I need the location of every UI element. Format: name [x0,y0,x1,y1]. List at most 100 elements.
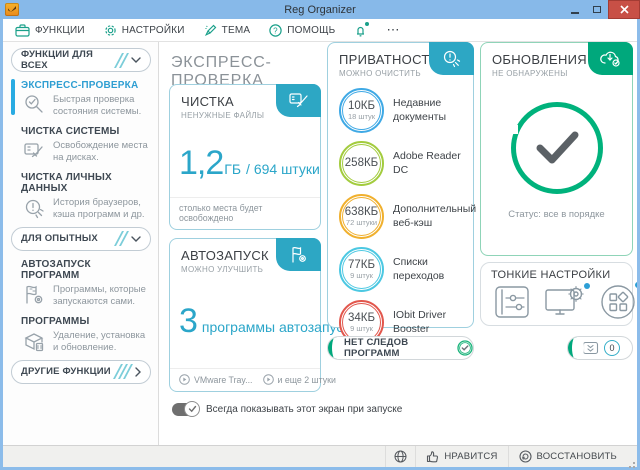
autorun-count-label: программы автозапуска [201,319,358,335]
menu-functions-label: ФУНКЦИИ [35,24,85,36]
autorun-count-value: 3 [179,302,198,340]
programs-box-icon [21,329,47,354]
settings-sliders-button[interactable] [493,284,531,320]
menu-help-label: ПОМОЩЬ [287,24,336,36]
sidebar-section-for-all[interactable]: ФУНКЦИИ ДЛЯ ВСЕХ [11,48,151,72]
close-button[interactable] [608,0,640,19]
privacy-item-label: Списки переходов [393,255,445,282]
menu-theme-label: ТЕМА [221,24,251,36]
privacy-item-web-cache[interactable]: 638КБ 72 штуки Дополнительный веб-кэш [339,194,476,239]
sidebar-item-private-data[interactable]: ЧИСТКА ЛИЧНЫХ ДАННЫХ История браузеров, … [11,170,151,221]
resize-grip[interactable] [627,446,637,467]
restore-button[interactable]: ВОССТАНОВИТЬ [507,446,628,467]
menu-theme[interactable]: ТЕМА [204,24,251,37]
privacy-card[interactable]: ПРИВАТНОСТЬ МОЖНО ОЧИСТИТЬ 10КБ 18 штук … [327,42,476,345]
autorun-programs-icon [21,283,47,308]
updates-card[interactable]: ОБНОВЛЕНИЯ НЕ ОБНАРУЖЕНЫ Статус: все в п… [480,42,633,256]
maximize-icon [593,6,601,13]
sidebar-item-programs[interactable]: ПРОГРАММЫ Удаление, установка и обновлен… [11,314,151,354]
clean-footer: столько места будет освобождено [170,197,320,229]
green-cap-decor [568,337,584,359]
system-tweaks-button[interactable] [544,283,590,320]
sidebar-item-autorun[interactable]: АВТОЗАПУСК ПРОГРАММ Программы, которые з… [11,257,151,308]
svg-text:?: ? [273,26,278,35]
section-label: ДРУГИЕ ФУНКЦИИ [21,366,111,378]
green-cap-decor [328,337,344,359]
autorun-entry[interactable]: VMware Tray... [179,374,253,385]
cleaning-badge [276,84,321,117]
globe-icon [394,450,407,463]
card-title: ЧИСТКА [181,94,234,109]
like-button[interactable]: НРАВИТСЯ [415,446,507,467]
ring-count: 9 штук [350,324,373,334]
sidebar-section-other[interactable]: ДРУГИЕ ФУНКЦИИ [11,359,151,384]
sidebar-item-system-clean[interactable]: ЧИСТКА СИСТЕМЫ Освобождение места на дис… [11,124,151,164]
titlebar[interactable]: Reg Organizer [0,0,640,19]
clean-count: / 694 штуки [246,161,320,177]
maximize-button[interactable] [586,0,608,19]
statusbar: НРАВИТСЯ ВОССТАНОВИТЬ [3,445,637,467]
section-label: ФУНКЦИИ ДЛЯ ВСЕХ [21,49,94,71]
size-ring: 638КБ 72 штуки [339,194,384,239]
notification-dot [584,283,590,289]
updates-badge [588,42,633,75]
clean-size-unit: ГБ [224,161,242,177]
minimize-button[interactable] [564,0,586,19]
updates-count-badge: 0 [604,340,620,356]
thumbs-up-icon [427,451,439,463]
language-button[interactable] [385,446,415,467]
ring-size: 77КБ [347,258,376,271]
privacy-item-label: Дополнительный веб-кэш [393,202,477,229]
privacy-item-jump-lists[interactable]: 77КБ 9 штук Списки переходов [339,247,463,292]
tweaks-card[interactable]: ТОНКИЕ НАСТРОЙКИ [480,262,637,326]
show-on-startup-label: Всегда показывать этот экран при запуске [206,404,403,415]
page-title: ЭКСПРЕСС-ПРОВЕРКА [171,54,272,89]
restore-label: ВОССТАНОВИТЬ [536,451,617,462]
menubar: ФУНКЦИИ НАСТРОЙКИ ТЕМА ? ПОМОЩЬ [3,19,637,42]
autorun-more-label: и еще 2 штуки [277,374,336,385]
status-ok-icon [508,102,603,194]
notification-dot [365,21,370,26]
close-icon [619,5,629,14]
play-icon [262,374,274,385]
privacy-item-adobe-reader[interactable]: 258КБ Adobe Reader DC [339,141,463,186]
menu-settings[interactable]: НАСТРОЙКИ [104,24,185,37]
autorun-more-entries[interactable]: и еще 2 штуки [262,374,336,385]
privacy-badge [429,42,474,75]
updates-counter-bar[interactable]: 0 [567,336,633,360]
apps-tweaks-button[interactable] [599,282,637,321]
window-title: Reg Organizer [284,3,356,16]
status-text: Статус: все в порядке [508,209,605,220]
privacy-item-label: IObit Driver Booster [393,308,447,335]
ring-size: 258КБ [344,157,379,170]
apps-circle-icon [601,285,635,319]
card-title: ПРИВАТНОСТЬ [339,52,439,67]
check-circle-icon [457,340,473,356]
minimize-icon [571,11,579,14]
menu-help[interactable]: ? ПОМОЩЬ [269,23,336,37]
ring-size: 10КБ [347,99,376,112]
nav-desc: Удаление, установка и обновление. [53,329,146,353]
app-logo-icon [5,3,19,16]
chevron-down-icon [131,57,141,63]
card-subtitle: МОЖНО ОЧИСТИТЬ [339,69,421,78]
menu-functions[interactable]: ФУНКЦИИ [15,23,85,37]
more-menu-button[interactable]: ⋯ [386,22,401,37]
sidebar-section-advanced[interactable]: ДЛЯ ОПЫТНЫХ [11,226,151,251]
notifications-button[interactable] [354,21,370,37]
section-label: ДЛЯ ОПЫТНЫХ [21,233,98,245]
private-data-icon [21,196,47,221]
express-check-icon [21,93,47,118]
collapse-chip-icon [582,341,599,355]
privacy-item-recent-docs[interactable]: 10КБ 18 штук Недавние документы [339,88,463,133]
ring-count: 9 штук [350,271,373,281]
no-traces-bar[interactable]: НЕТ СЛЕДОВ ПРОГРАММ [327,336,474,360]
show-on-startup-toggle[interactable] [172,401,200,417]
system-clean-icon [21,139,47,164]
sidebar: ФУНКЦИИ ДЛЯ ВСЕХ ЭКСПРЕСС-ПРОВЕРКА Быстр… [3,42,159,445]
cleaning-card[interactable]: ЧИСТКА НЕНУЖНЫЕ ФАЙЛЫ 1,2 ГБ / 694 штуки… [169,84,321,230]
briefcase-icon [15,23,30,37]
autorun-card[interactable]: АВТОЗАПУСК МОЖНО УЛУЧШИТЬ 3 программы ав… [169,238,358,392]
card-subtitle: НЕ ОБНАРУЖЕНЫ [492,69,568,78]
sidebar-item-express-check[interactable]: ЭКСПРЕСС-ПРОВЕРКА Быстрая проверка состо… [11,78,151,118]
